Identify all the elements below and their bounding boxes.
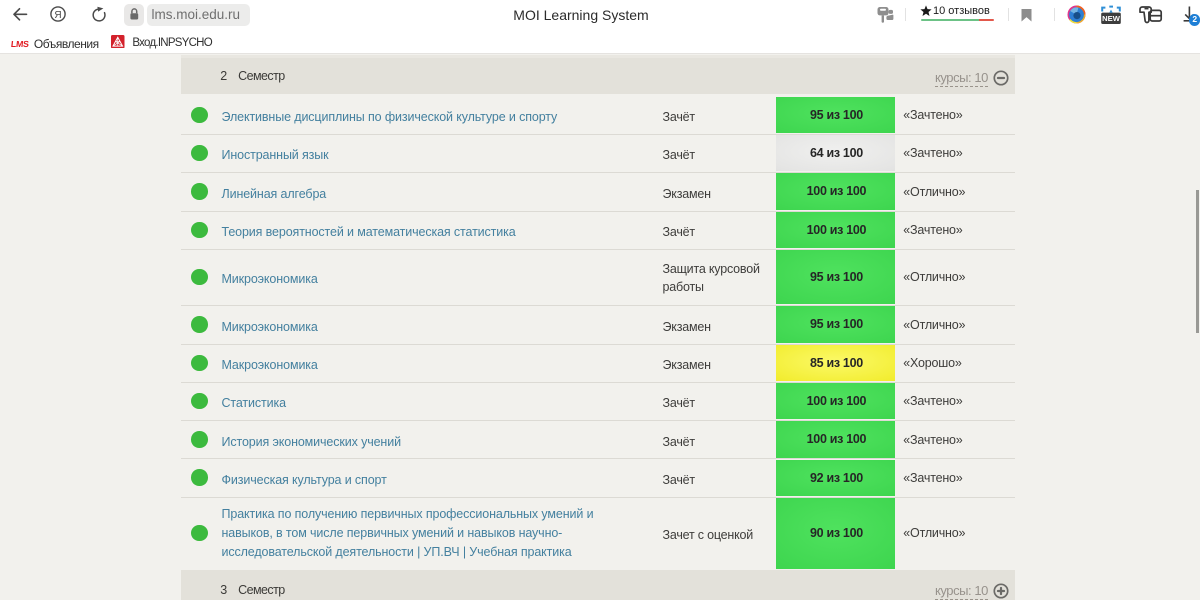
svg-text:NEW: NEW — [1102, 14, 1121, 23]
svg-text:Я: Я — [54, 10, 61, 21]
